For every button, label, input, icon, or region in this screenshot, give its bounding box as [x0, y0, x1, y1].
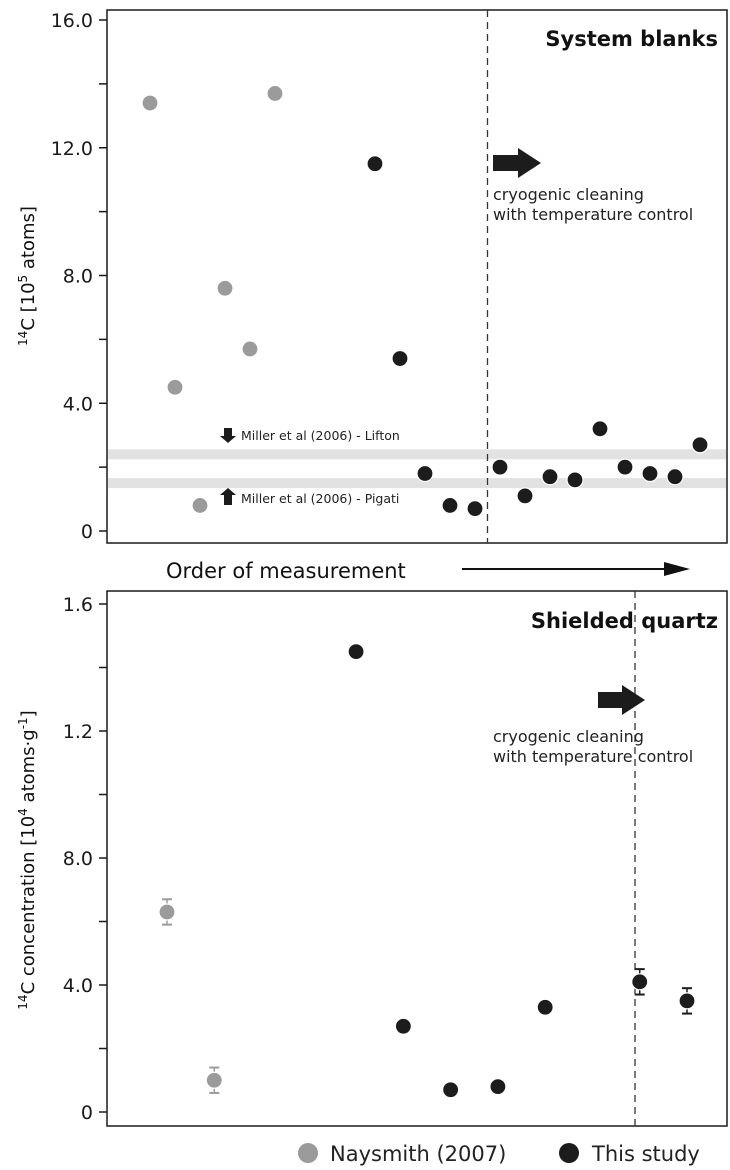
legend-swatch-this-study: [559, 1143, 579, 1163]
shielded-quartz-title: Shielded quartz: [531, 609, 718, 633]
naysmith-point: [216, 279, 234, 297]
this-study-point: [691, 436, 709, 454]
naysmith-point: [191, 496, 209, 515]
system-blanks-y-axis-title: 14C [105 atoms]: [16, 206, 39, 346]
naysmith-point: [141, 94, 159, 112]
order-arrow-icon: [664, 562, 690, 576]
system-blanks-plot-frame: [106, 9, 728, 544]
shielded-quartz-y-axis-title: 14C concentration [104 atoms·g-1]: [16, 710, 39, 1009]
legend-swatch-naysmith: [298, 1143, 318, 1163]
down-arrow-icon: [220, 428, 236, 443]
shielded-quartz-points: [158, 643, 696, 1099]
naysmith-point: [241, 340, 259, 358]
legend-label-naysmith: Naysmith (2007): [330, 1142, 506, 1166]
shielded-quartz-annotation-line1: cryogenic cleaning: [493, 727, 644, 746]
right-arrow-icon: [493, 148, 541, 178]
system-blanks-title: System blanks: [545, 27, 718, 51]
this-study-point: [516, 487, 534, 505]
lifton-reference-label: Miller et al (2006) - Lifton: [241, 428, 400, 443]
naysmith-point: [158, 903, 176, 921]
this-study-point: [631, 973, 649, 991]
this-study-point: [489, 1077, 507, 1096]
shielded-quartz-annotation-line2: with temperature control: [493, 747, 693, 766]
this-study-point: [566, 471, 584, 489]
y-tick-label: 8.0: [63, 266, 93, 288]
this-study-point: [441, 496, 459, 515]
this-study-point: [641, 464, 659, 483]
right-arrow-icon: [598, 685, 645, 715]
up-arrow-icon: [220, 488, 236, 505]
reference-band: [108, 449, 726, 460]
legend: Naysmith (2007) This study: [298, 1142, 700, 1166]
pigati-reference-label: Miller et al (2006) - Pigati: [241, 491, 399, 506]
shielded-quartz-plot-frame: [106, 590, 728, 1127]
this-study-point: [678, 992, 696, 1010]
this-study-point: [347, 643, 365, 661]
naysmith-point: [266, 84, 284, 103]
y-tick-label: 8.0: [63, 848, 93, 870]
x-axis-title: Order of measurement: [166, 559, 406, 583]
system-blanks-points: [141, 84, 709, 518]
system-blanks-annotation-line2: with temperature control: [493, 205, 693, 224]
this-study-point: [591, 420, 609, 438]
this-study-point: [442, 1081, 460, 1099]
y-tick-label: 12.0: [51, 138, 93, 160]
this-study-point: [491, 458, 509, 476]
y-tick-label: 4.0: [63, 393, 93, 415]
this-study-point: [394, 1017, 412, 1035]
reference-bands: [108, 449, 726, 489]
system-blanks-y-ticks: 0 4.0 8.0 12.0 16.0: [51, 10, 107, 543]
reference-band: [108, 478, 726, 489]
y-tick-label: 1.2: [63, 721, 93, 743]
naysmith-point: [205, 1071, 223, 1089]
y-tick-label: 0: [81, 1102, 93, 1124]
naysmith-point: [166, 378, 184, 396]
this-study-point: [666, 468, 684, 486]
legend-label-this-study: This study: [591, 1142, 700, 1166]
system-blanks-panel: 0 4.0 8.0 12.0 16.0 System blanks cryogenic …: [16, 9, 728, 544]
this-study-point: [366, 155, 384, 173]
this-study-point: [541, 468, 559, 486]
system-blanks-annotation-line1: cryogenic cleaning: [493, 185, 644, 204]
this-study-point: [616, 458, 634, 476]
y-tick-label: 1.6: [63, 594, 93, 616]
y-tick-label: 16.0: [51, 10, 93, 32]
this-study-point: [391, 349, 409, 368]
y-tick-label: 0: [81, 521, 93, 543]
this-study-point: [416, 464, 434, 483]
this-study-point: [536, 998, 554, 1016]
shielded-quartz-y-ticks: 0 4.0 8.0 1.2 1.6: [63, 594, 107, 1124]
shielded-quartz-panel: 0 4.0 8.0 1.2 1.6 Shielded quartz cryogenic …: [16, 590, 728, 1127]
y-tick-label: 4.0: [63, 975, 93, 997]
this-study-point: [466, 500, 484, 518]
